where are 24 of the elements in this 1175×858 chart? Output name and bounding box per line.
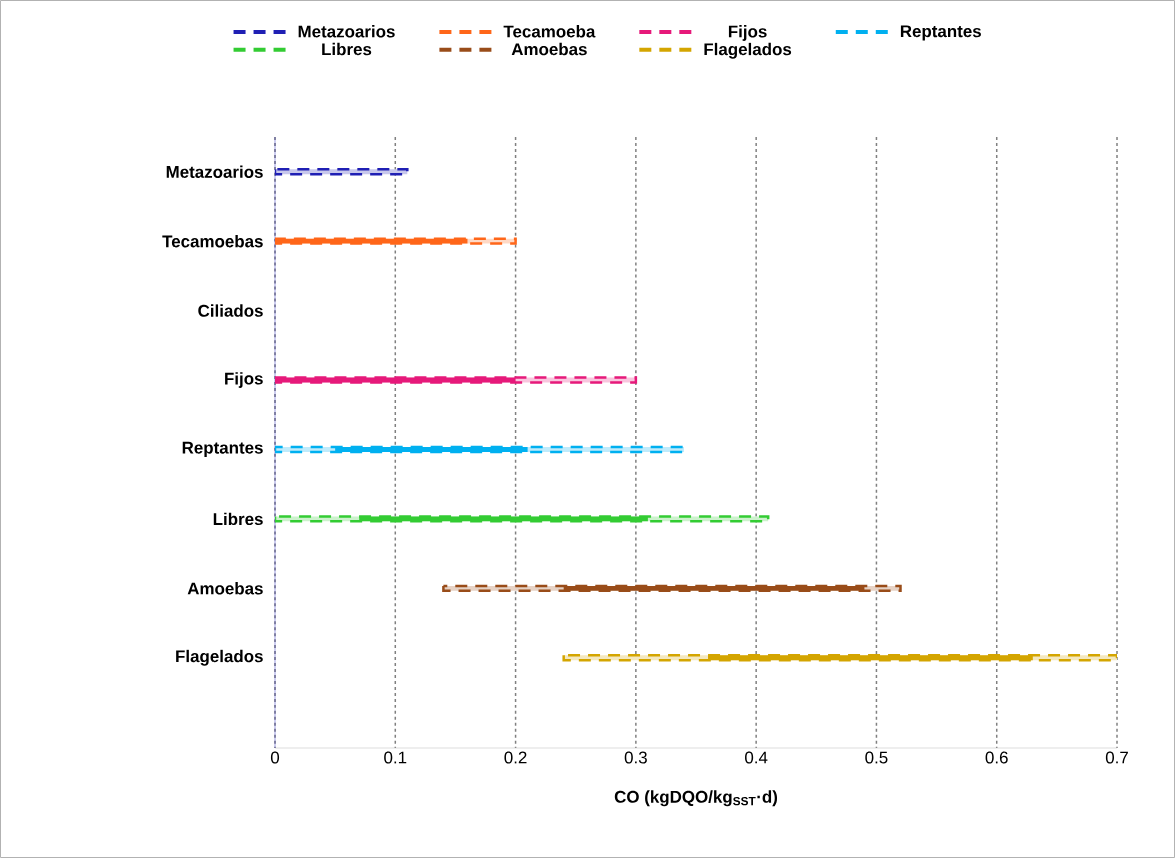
x-tick-label: 0.4 <box>745 751 768 764</box>
legend-label: Fijos <box>728 25 767 41</box>
x-tick-label: 0.2 <box>504 751 527 764</box>
y-tick-label: Tecamoebas <box>162 234 263 248</box>
y-tick-label: Reptantes <box>182 441 263 458</box>
legend-label: Metazoarios <box>298 25 395 38</box>
x-tick-label: 0.3 <box>624 751 647 764</box>
x-tick-label: 0.1 <box>384 751 407 764</box>
legend-label: Amoebas <box>511 42 587 56</box>
y-tick-label: Ciliados <box>198 304 263 317</box>
y-tick-label: Flagelados <box>176 649 263 666</box>
x-axis-title: CO (kgDQO/kg$_{SST}$·d) <box>614 790 778 807</box>
x-tick-label: 0.6 <box>985 751 1008 764</box>
x-tick-label: 0 <box>270 751 280 764</box>
legend-label: Reptantes <box>900 25 981 41</box>
y-tick-label: Fijos <box>225 372 263 388</box>
y-tick-label: Amoebas <box>187 582 263 595</box>
legend-label: Tecamoeba <box>503 25 596 38</box>
y-tick-label: Metazoarios <box>166 165 263 178</box>
legend-label: Flagelados <box>704 42 792 59</box>
legend-label: Libres <box>322 42 372 56</box>
x-tick-label: 0.7 <box>1105 751 1128 764</box>
x-tick-label: 0.5 <box>865 751 888 764</box>
y-tick-label: Libres <box>213 512 263 526</box>
